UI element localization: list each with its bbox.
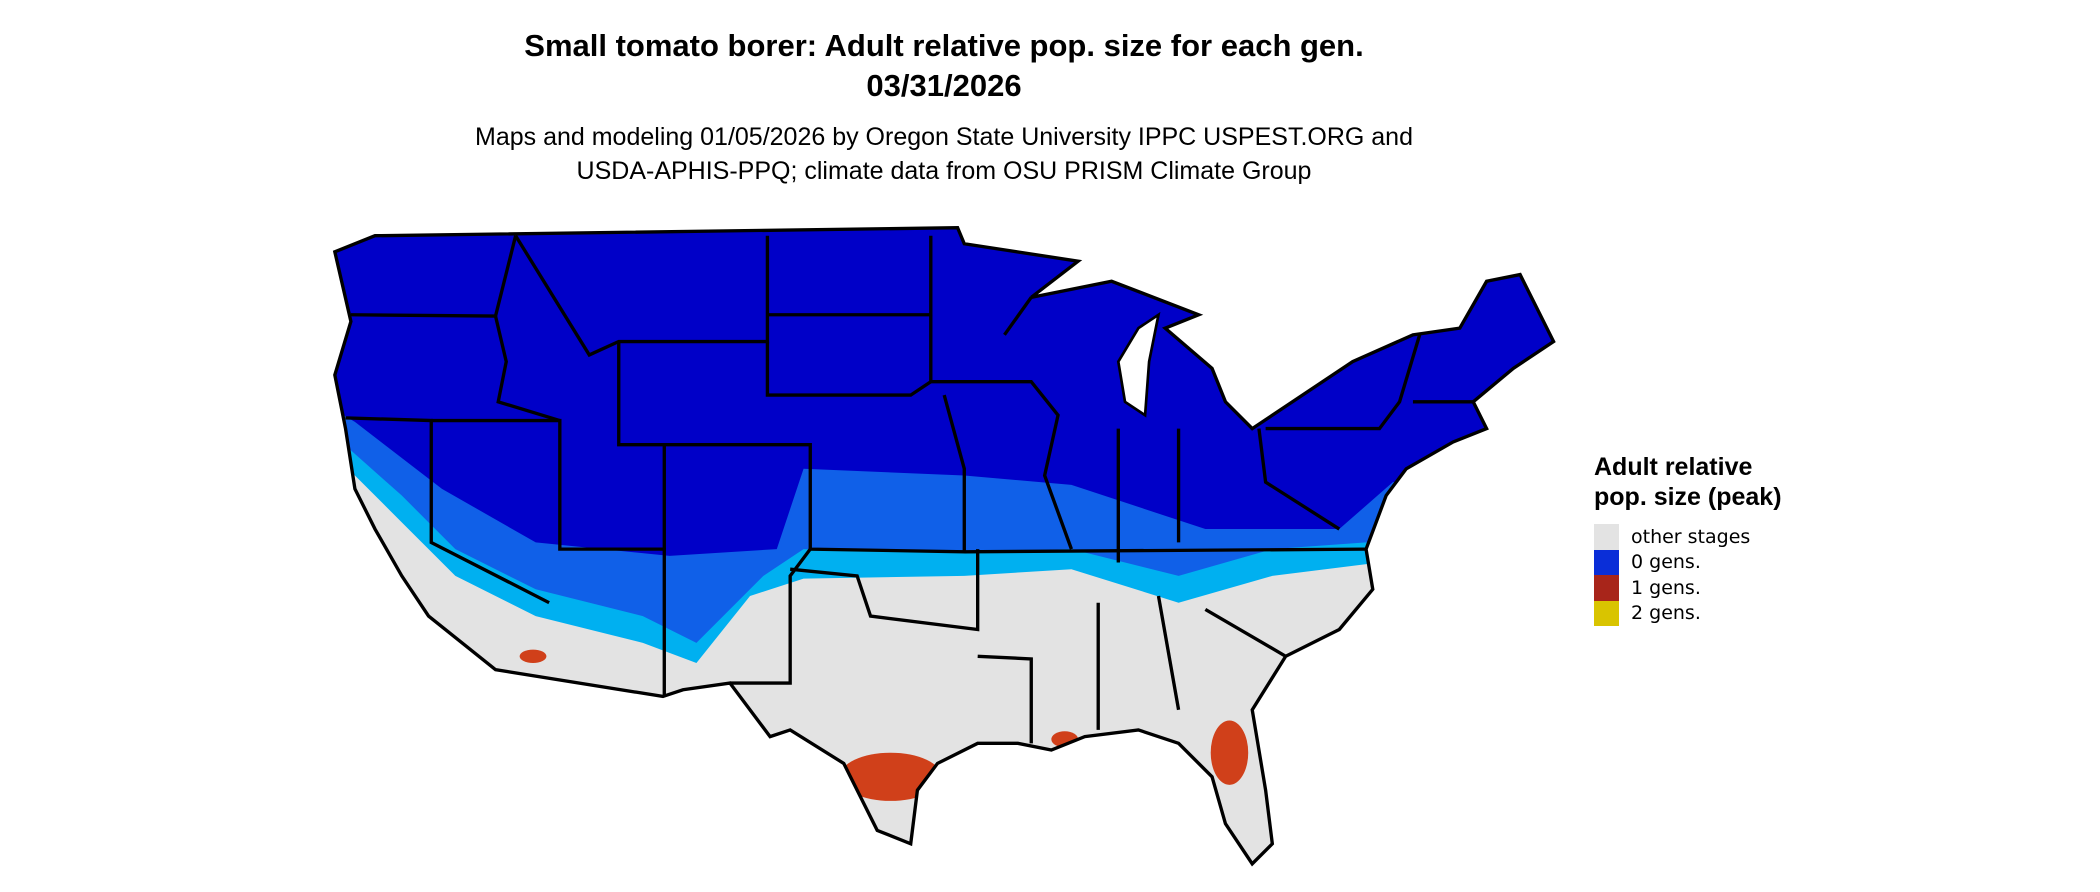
legend-label: 2 gens. xyxy=(1631,602,1701,625)
region-one-gen-florida xyxy=(1210,720,1249,785)
legend-title: Adult relative pop. size (peak) xyxy=(1594,453,1782,511)
legend-item-0-gens: 0 gens. xyxy=(1594,549,1794,575)
legend-item-2-gens: 2 gens. xyxy=(1594,600,1794,626)
legend-label: other stages xyxy=(1631,525,1751,548)
legend-item-1-gens: 1 gens. xyxy=(1594,575,1794,601)
state-borders xyxy=(333,226,1556,866)
map-date: 03/31/2026 xyxy=(866,68,1022,103)
legend-swatch xyxy=(1594,549,1619,575)
region-one-gen-texas xyxy=(839,752,942,801)
legend-label: 1 gens. xyxy=(1631,576,1701,599)
subtitle-line-1: Maps and modeling 01/05/2026 by Oregon S… xyxy=(475,123,1413,151)
legend-label: 0 gens. xyxy=(1631,551,1701,574)
legend-item-other-stages: other stages xyxy=(1594,524,1794,550)
region-one-gen-arizona xyxy=(519,649,547,663)
map-title: Small tomato borer: Adult relative pop. … xyxy=(524,28,1364,63)
legend-swatch xyxy=(1594,600,1619,626)
legend: Adult relative pop. size (peak) other st… xyxy=(1594,452,1794,626)
legend-swatch xyxy=(1594,575,1619,601)
subtitle-line-2: USDA-APHIS-PPQ; climate data from OSU PR… xyxy=(576,157,1312,185)
legend-swatch xyxy=(1594,524,1619,550)
lake-michigan xyxy=(1116,311,1161,418)
